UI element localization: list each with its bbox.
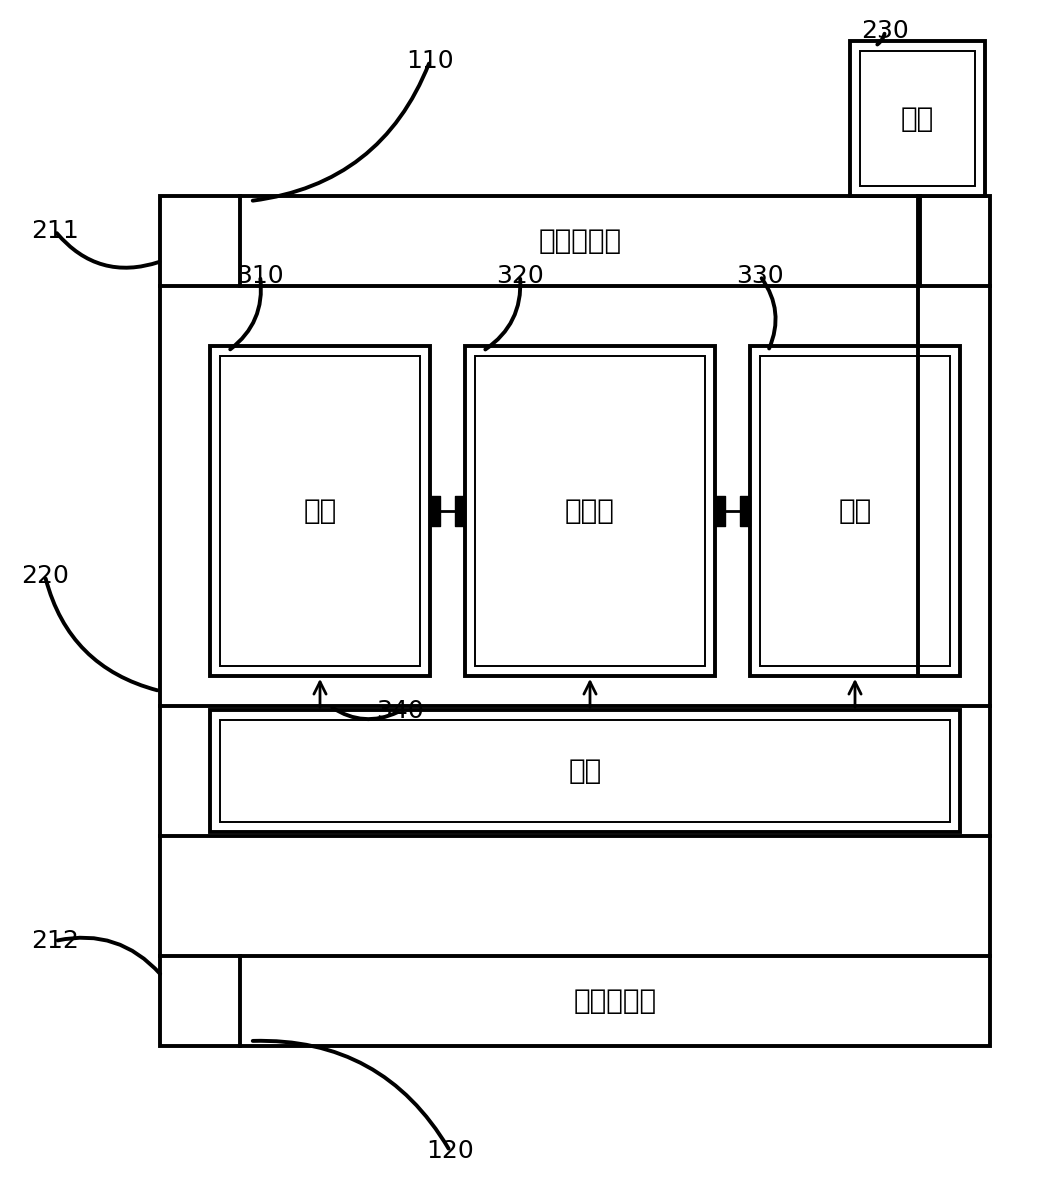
Bar [210,346,430,676]
Text: 供电: 供电 [568,757,601,785]
Bar [220,720,950,822]
Bar [465,346,715,676]
Text: 220: 220 [21,565,69,588]
Bar [160,196,990,1046]
Bar [220,356,420,666]
Text: 上导轮结构: 上导轮结构 [538,227,621,255]
Text: 传感: 传感 [303,498,336,525]
Bar [750,346,960,676]
Text: 110: 110 [406,49,454,73]
Text: 212: 212 [31,929,79,953]
Text: 320: 320 [496,264,544,288]
Bar [860,51,975,187]
Text: 120: 120 [426,1139,473,1163]
Text: 下导轮结构: 下导轮结构 [573,987,656,1015]
Text: 330: 330 [736,264,784,288]
Text: 340: 340 [377,698,423,724]
Bar [475,356,705,666]
Bar [850,41,985,196]
Text: 211: 211 [31,219,79,243]
Text: 230: 230 [861,19,909,43]
Text: 微处理: 微处理 [565,498,615,525]
Bar [760,356,950,666]
Text: 天线: 天线 [901,104,934,133]
Text: 310: 310 [236,264,284,288]
Text: 通信: 通信 [838,498,871,525]
Bar [210,710,960,832]
